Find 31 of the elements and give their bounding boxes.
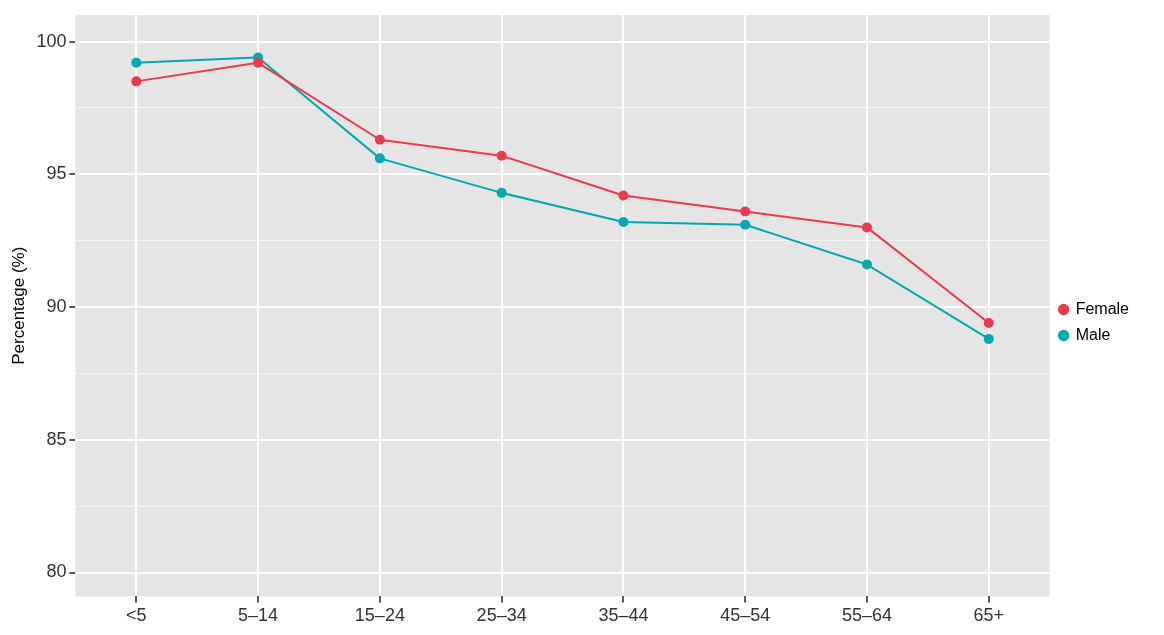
legend-label: Female [1075,299,1130,317]
y-tick-label: 80 [46,561,67,582]
point [740,206,751,217]
x-tick-label: 25–34 [476,605,527,626]
x-tick-label: 35–44 [598,605,649,626]
x-tick-label: <5 [126,605,147,626]
y-tick-label: 85 [46,428,67,449]
point [131,76,142,87]
point [131,57,142,68]
x-tick-label: 15–24 [354,605,405,626]
y-tick-label: 90 [46,296,67,316]
point [496,187,507,198]
point [374,134,385,145]
x-tick-label: 5–14 [238,605,279,626]
point [618,190,629,201]
point [496,150,507,161]
point [983,317,994,328]
point [861,259,872,270]
point [253,57,264,68]
y-tick-label: 100 [36,30,67,51]
point [740,219,751,230]
x-tick-label: 65+ [973,605,1005,626]
point [983,333,994,344]
point [861,222,872,233]
legend-label: Male [1075,325,1111,343]
x-tick-label: 55–64 [841,605,893,626]
point [374,153,385,164]
y-axis-title: Percentage (%) [8,246,28,365]
y-tick-label: 95 [46,163,67,184]
x-tick-label: 45–54 [720,605,771,626]
point [618,217,629,228]
